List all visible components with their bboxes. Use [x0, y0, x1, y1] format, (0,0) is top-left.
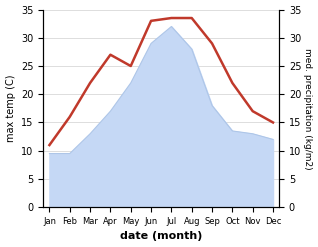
Y-axis label: max temp (C): max temp (C) — [5, 75, 16, 142]
Y-axis label: med. precipitation (kg/m2): med. precipitation (kg/m2) — [303, 48, 313, 169]
X-axis label: date (month): date (month) — [120, 231, 203, 242]
